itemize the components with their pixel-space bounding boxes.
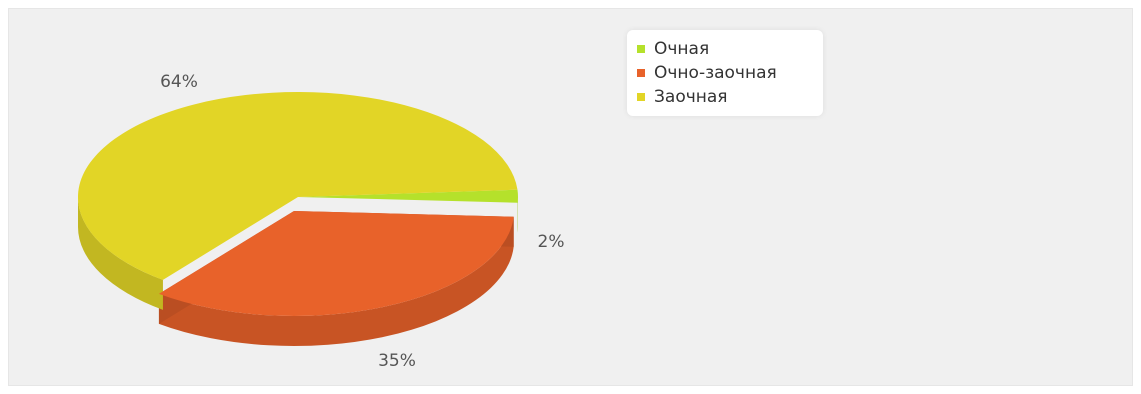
slice-label-1: 35% [378, 351, 416, 371]
pie-slice-side-2 [78, 197, 163, 310]
pie-slice-0 [298, 189, 518, 203]
legend-label: Очно-заочная [654, 63, 777, 83]
pie-slice-side-1 [158, 216, 514, 347]
legend-item-ochnaya: Очная [635, 37, 823, 61]
legend-item-ochno-zaochnaya: Очно-заочная [635, 61, 823, 85]
legend-swatch [637, 45, 645, 53]
legend-item-zaochnaya: Заочная [635, 85, 823, 109]
pie-slice-2 [77, 92, 518, 280]
pie-tops [77, 92, 518, 316]
pie-slice-1 [158, 211, 514, 316]
legend-label: Заочная [654, 87, 728, 107]
pie-labels: 2% 35% 64% [160, 72, 564, 371]
legend-swatch [637, 93, 645, 101]
slice-label-0: 2% [538, 232, 565, 252]
slice-label-2: 64% [160, 72, 198, 92]
chart-legend: Очная Очно-заочная Заочная [627, 30, 823, 116]
legend-swatch [637, 69, 645, 77]
legend-label: Очная [654, 39, 710, 59]
